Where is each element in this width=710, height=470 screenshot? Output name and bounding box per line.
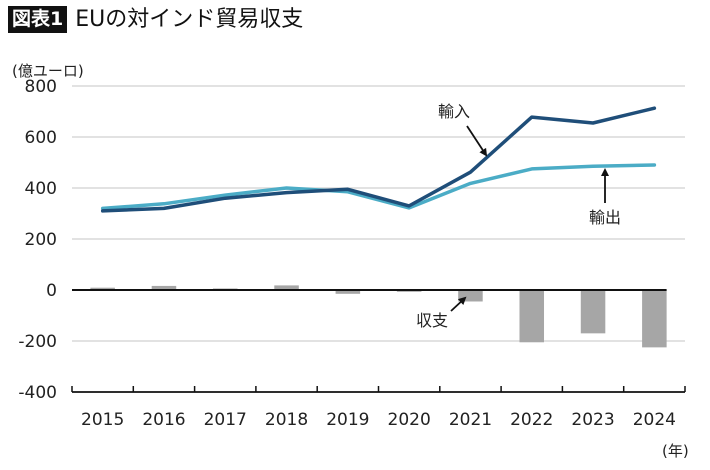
figure-number-badge: 図表1 xyxy=(8,6,68,33)
x-axis-unit-label: (年) xyxy=(662,442,689,460)
x-tick-label: 2020 xyxy=(388,410,431,430)
line-輸出 xyxy=(100,163,657,211)
bar-2023 xyxy=(580,290,606,334)
bar-2019 xyxy=(335,290,361,294)
annotation-label-輸入: 輸入 xyxy=(438,102,470,121)
x-tick-label: 2021 xyxy=(449,410,492,430)
y-tick-labels: 800 600 400 200 0 -200 -400 xyxy=(18,77,57,403)
series-lines xyxy=(100,106,657,213)
y-axis-unit-label: (億ユーロ) xyxy=(12,62,84,80)
x-tick-label: 2016 xyxy=(142,410,185,430)
bar-2018 xyxy=(274,285,299,290)
title-text: EUの対インド貿易収支 xyxy=(75,6,304,32)
x-tick-label: 2015 xyxy=(81,410,124,430)
y-tick-label: -200 xyxy=(18,332,57,352)
x-tick-label: 2023 xyxy=(571,410,614,430)
x-tick-label: 2024 xyxy=(633,410,676,430)
x-axis: 2015 2016 2017 2018 2019 2020 2021 2022 2023 2024 xyxy=(71,386,686,430)
y-tick-label: 400 xyxy=(25,179,57,199)
y-tick-label: 800 xyxy=(25,77,57,97)
annotation-arrow-icon xyxy=(466,125,488,157)
balance-bars xyxy=(90,285,667,348)
bar-2016 xyxy=(151,285,177,290)
annotation-arrow-icon xyxy=(450,296,467,312)
y-tick-label: 600 xyxy=(25,128,57,148)
x-tick-label: 2022 xyxy=(510,410,553,430)
x-tick-label: 2018 xyxy=(265,410,308,430)
x-tick-label: 2017 xyxy=(204,410,247,430)
x-tick-label: 2019 xyxy=(326,410,369,430)
y-tick-label: -400 xyxy=(18,383,57,403)
bar-2024 xyxy=(642,290,667,348)
y-tick-label: 0 xyxy=(46,281,57,301)
bar-2022 xyxy=(519,290,545,343)
gridlines xyxy=(72,85,685,342)
chart-title: 図表1 EUの対インド貿易収支 xyxy=(8,6,303,33)
bar-2021 xyxy=(458,290,483,302)
line-輸入 xyxy=(100,106,657,213)
annotation-label-収支: 収支 xyxy=(416,311,448,330)
y-tick-label: 200 xyxy=(25,230,57,250)
annotation-label-輸出: 輸出 xyxy=(589,208,621,227)
bar-2015 xyxy=(90,287,115,290)
